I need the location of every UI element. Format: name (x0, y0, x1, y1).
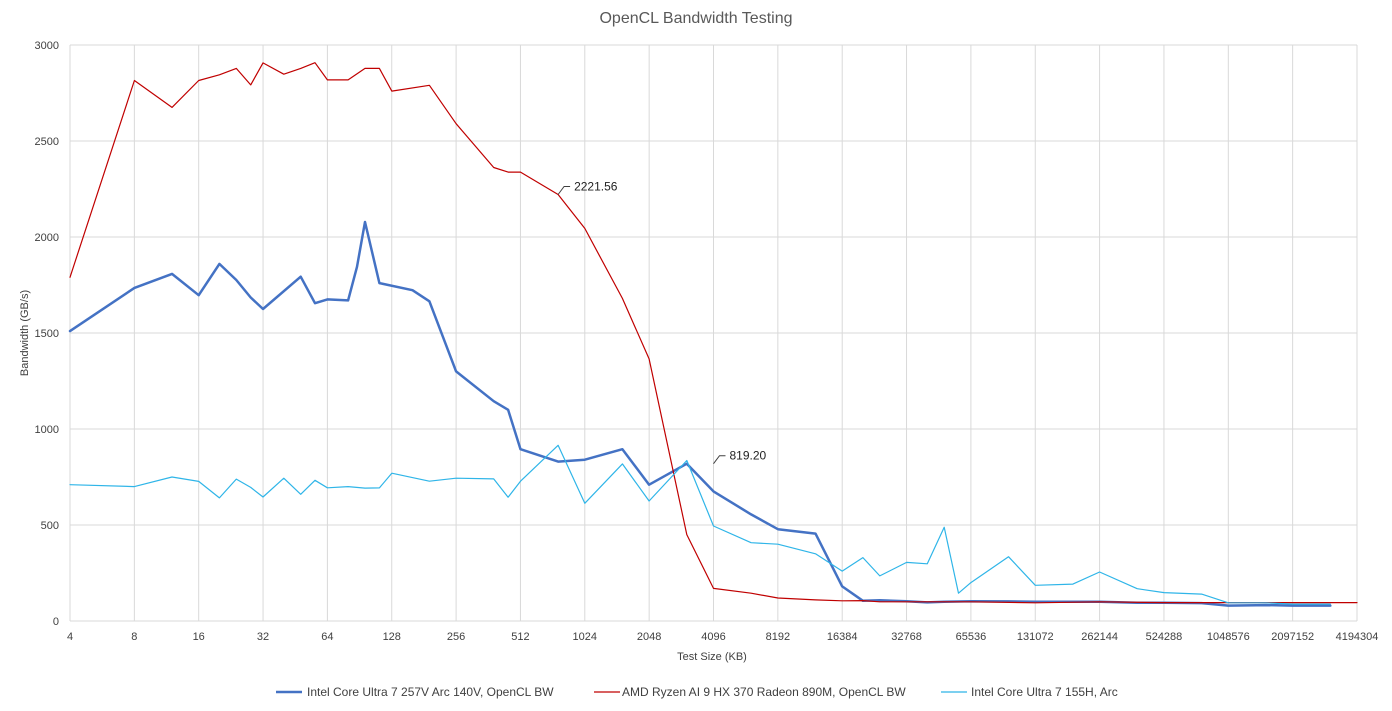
x-tick-label: 16384 (827, 631, 858, 643)
x-axis-label: Test Size (KB) (677, 651, 747, 663)
series-layer (68, 62, 1358, 607)
data-label: 2221.56 (574, 179, 618, 193)
x-tick-label: 512 (511, 631, 529, 643)
x-tick-label: 256 (447, 631, 465, 643)
series-line-2 (69, 62, 1358, 604)
data-label-leader (713, 455, 726, 465)
y-axis: 0 500 1000 1500 2000 2500 3000 (35, 40, 59, 628)
y-tick-label: 2000 (35, 232, 59, 244)
y-tick-label: 1500 (35, 328, 59, 340)
y-axis-label: Bandwidth (GB/s) (19, 290, 31, 376)
legend: Intel Core Ultra 7 257V Arc 140V, OpenCL… (276, 685, 1118, 699)
data-label: 819.20 (730, 449, 767, 463)
x-tick-label: 32 (257, 631, 269, 643)
x-tick-label: 128 (383, 631, 401, 643)
data-label-leader (557, 186, 571, 195)
x-tick-label: 8192 (766, 631, 790, 643)
x-tick-label: 4 (67, 631, 73, 643)
x-tick-label: 16 (193, 631, 205, 643)
x-tick-label: 524288 (1146, 631, 1183, 643)
x-tick-label: 1048576 (1207, 631, 1250, 643)
y-tick-label: 2500 (35, 136, 59, 148)
series-line-3 (69, 444, 1331, 605)
x-tick-label: 262144 (1081, 631, 1118, 643)
legend-entry: Intel Core Ultra 7 155H, Arc (971, 685, 1118, 699)
x-tick-label: 131072 (1017, 631, 1054, 643)
x-tick-label: 4194304 (1336, 631, 1379, 643)
annotations: 2221.56 819.20 (557, 179, 767, 465)
x-tick-label: 1024 (573, 631, 597, 643)
y-tick-label: 3000 (35, 40, 59, 52)
y-tick-label: 0 (53, 616, 59, 628)
x-tick-label: 64 (321, 631, 333, 643)
x-tick-label: 65536 (956, 631, 987, 643)
grid (69, 44, 1358, 622)
x-tick-label: 32768 (891, 631, 922, 643)
x-tick-label: 4096 (701, 631, 725, 643)
x-axis: 4 8 16 32 64 128 256 512 1024 2048 4096 8192 16384 32… (67, 631, 1378, 643)
legend-entry: Intel Core Ultra 7 257V Arc 140V, OpenCL… (307, 685, 554, 699)
series-line-1 (68, 220, 1332, 607)
y-tick-label: 500 (41, 520, 59, 532)
x-tick-label: 2097152 (1271, 631, 1314, 643)
y-tick-label: 1000 (35, 424, 59, 436)
chart-title: OpenCL Bandwidth Testing (599, 10, 792, 27)
x-tick-label: 2048 (637, 631, 661, 643)
x-tick-label: 8 (131, 631, 137, 643)
legend-entry: AMD Ryzen AI 9 HX 370 Radeon 890M, OpenC… (622, 685, 906, 699)
